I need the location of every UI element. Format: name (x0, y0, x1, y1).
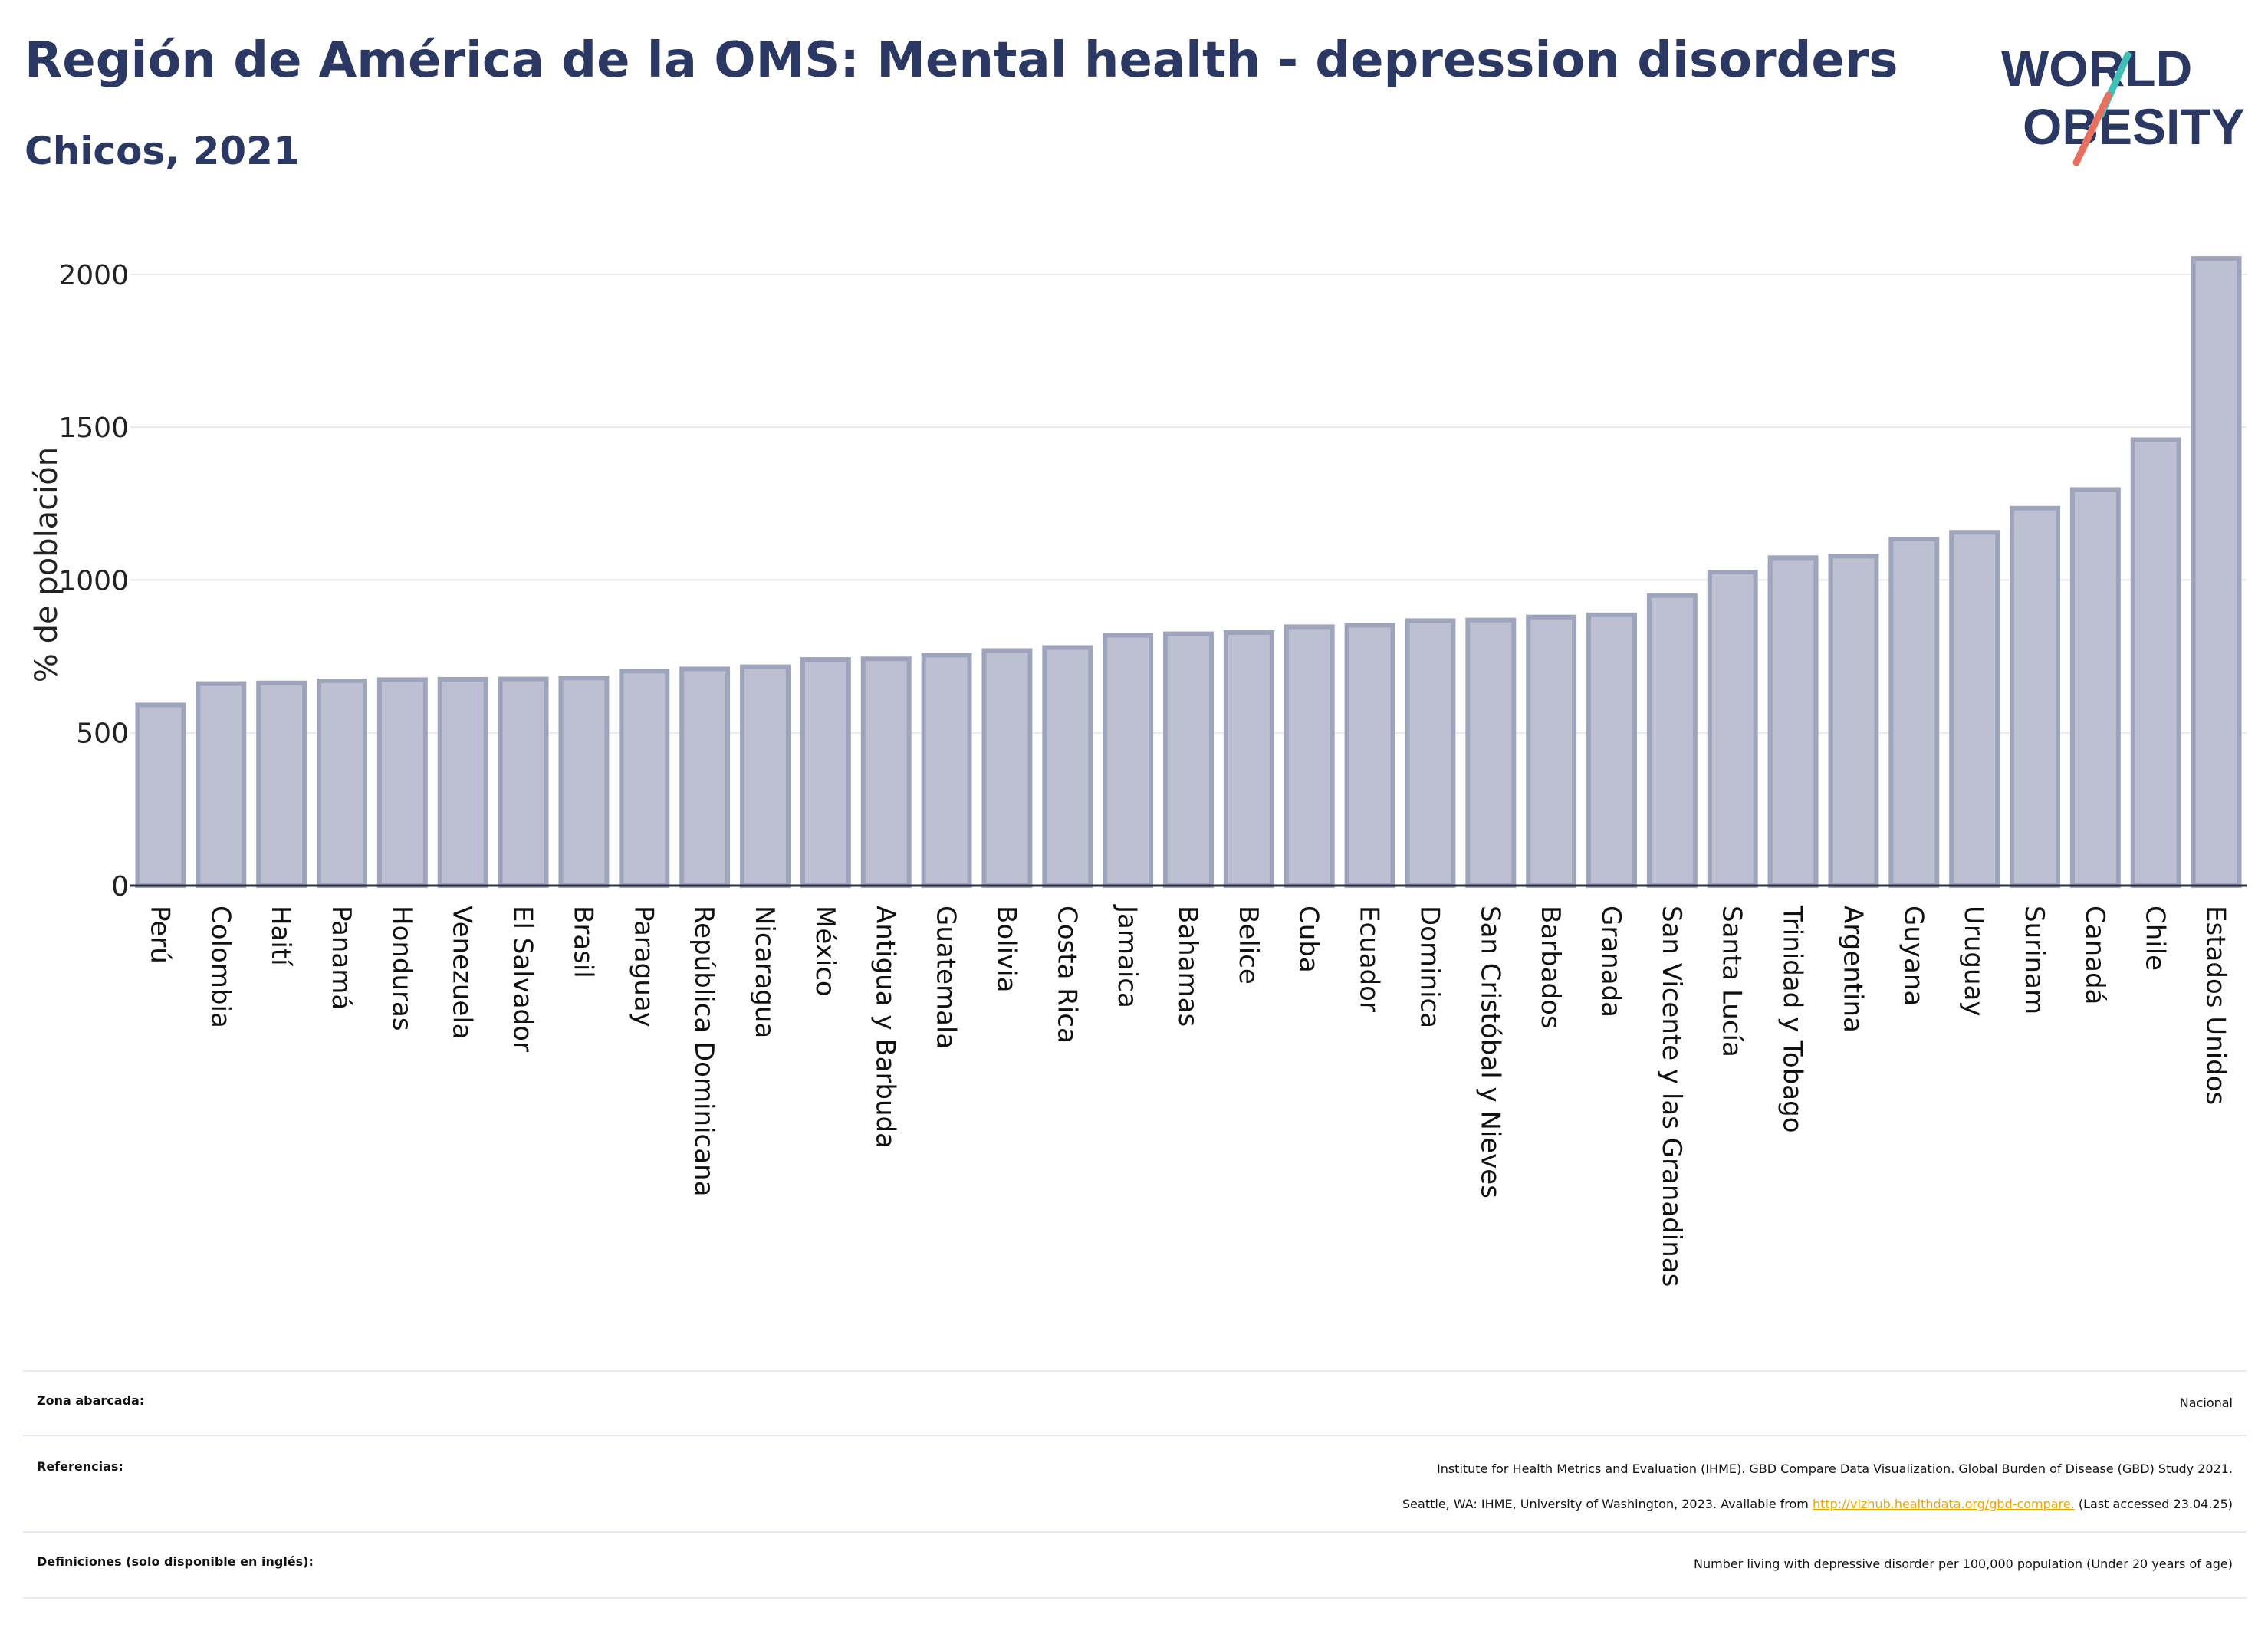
bar-chart: 0 500 1000 1500 2000 % de población Perú Colomb… (29, 256, 2247, 1287)
x-tick-label: Honduras (386, 906, 417, 1031)
y-tick-label: 1000 (58, 565, 129, 597)
bar (135, 702, 186, 888)
y-tick-label: 1500 (58, 413, 129, 444)
x-tick-label: Ecuador (1354, 906, 1385, 1012)
referencias-text-a: Seattle, WA: IHME, University of Washing… (1402, 1497, 1813, 1511)
bar (2130, 437, 2181, 888)
bar (1344, 623, 1395, 888)
bar (1586, 612, 1637, 888)
referencias-line-2: Seattle, WA: IHME, University of Washing… (1402, 1487, 2233, 1522)
bar (679, 666, 731, 888)
x-tick-label: Cuba (1293, 906, 1324, 973)
footer-row-referencias: Referencias: Institute for Health Metric… (23, 1435, 2247, 1533)
x-tick-label: México (810, 906, 840, 997)
x-tick-label: Canadá (2079, 906, 2110, 1004)
zona-label: Zona abarcada: (37, 1393, 145, 1408)
x-tick-label: Bolivia (991, 906, 1021, 992)
x-tick-label: Belice (1233, 906, 1264, 985)
bar (2010, 505, 2060, 888)
x-tick-label: Haití (265, 906, 296, 967)
x-tick-label: Colombia (205, 906, 235, 1028)
footer-row-zona: Zona abarcada: Nacional (23, 1370, 2247, 1436)
bar (1526, 614, 1577, 888)
bar (317, 678, 367, 888)
x-tick-label: Jamaica (1112, 904, 1142, 1008)
bar (981, 648, 1033, 889)
bar (196, 681, 247, 889)
x-tick-label: Guatemala (931, 906, 961, 1049)
x-tick-label: Uruguay (1958, 906, 1989, 1017)
x-tick-label: Trinidad y Tobago (1777, 905, 1808, 1133)
x-tick-label: Bahamas (1172, 906, 1203, 1027)
bar (1163, 631, 1214, 888)
chart-subtitle: Chicos, 2021 (25, 129, 300, 173)
logo-word-world: WORLD (2001, 40, 2192, 97)
x-tick-label: Panamá (326, 906, 357, 1010)
bar (740, 664, 791, 888)
x-tick-label: Brasil (567, 906, 598, 978)
bar (1767, 555, 1819, 889)
bar (2191, 256, 2242, 889)
bar (860, 656, 912, 888)
x-tick-label: Santa Lucía (1717, 906, 1747, 1057)
referencias-value: Institute for Health Metrics and Evaluat… (1402, 1452, 2233, 1522)
definiciones-label: Definiciones (solo disponible en inglés)… (37, 1554, 314, 1569)
x-tick-label: Paraguay (628, 906, 659, 1027)
x-tick-label: Antigua y Barbuda (870, 906, 901, 1149)
x-tick-label: Granada (1596, 906, 1626, 1018)
logo-word-obesity: OBESITY (2023, 98, 2245, 155)
bar (1949, 530, 2000, 888)
bar (2069, 487, 2121, 888)
y-tick-label: 2000 (58, 260, 129, 291)
x-tick-label: Dominica (1414, 906, 1445, 1028)
bar (1465, 617, 1517, 888)
x-tick-label: República Dominicana (689, 906, 719, 1196)
referencias-line-1: Institute for Health Metrics and Evaluat… (1436, 1461, 2233, 1476)
bar (1042, 645, 1093, 889)
bar (1828, 554, 1879, 889)
x-tick-label: Chile (2140, 906, 2171, 971)
bar (376, 677, 428, 888)
x-tick-label: Costa Rica (1051, 906, 1082, 1044)
x-tick-label: San Vicente y las Granadinas (1656, 906, 1687, 1287)
x-tick-label: San Cristóbal y Nieves (1474, 906, 1505, 1198)
logo-slash-coral (2072, 91, 2112, 166)
zona-value: Nacional (2179, 1396, 2233, 1410)
bar (558, 676, 610, 888)
x-tick-label: Venezuela (447, 906, 478, 1040)
bar (619, 669, 670, 889)
x-tick-label: Estados Unidos (2201, 906, 2231, 1105)
x-tick-label: Argentina (1837, 906, 1868, 1033)
footer-row-definiciones: Definiciones (solo disponible en inglés)… (23, 1531, 2247, 1599)
chart-title: Región de América de la OMS: Mental heal… (25, 32, 1898, 89)
definiciones-value: Number living with depressive disorder p… (1693, 1557, 2233, 1571)
bar (921, 653, 972, 889)
world-obesity-logo: WORLD OBESITY (2001, 40, 2245, 166)
x-tick-label: Barbados (1535, 906, 1566, 1029)
referencias-label: Referencias: (37, 1459, 123, 1474)
bar (1707, 570, 1758, 889)
x-tick-label: Perú (144, 906, 175, 964)
x-tick-label: Nicaragua (749, 906, 780, 1038)
bar (498, 676, 549, 889)
bar (1646, 593, 1698, 889)
bar (1405, 618, 1456, 889)
y-tick-label: 0 (111, 871, 129, 902)
bar (1223, 630, 1274, 888)
bar (800, 657, 851, 888)
referencias-text-b: (Last accessed 23.04.25) (2074, 1497, 2233, 1511)
bar (1888, 537, 1940, 889)
y-axis-label: % de población (29, 447, 64, 682)
x-tick-label: Guyana (1898, 906, 1928, 1006)
bar (256, 680, 307, 888)
x-tick-label: El Salvador (508, 906, 538, 1052)
gbd-compare-link[interactable]: http://vizhub.healthdata.org/gbd-compare… (1812, 1497, 2075, 1511)
x-tick-label: Surinam (2019, 906, 2049, 1014)
y-tick-label: 500 (76, 718, 129, 750)
bar (1103, 633, 1154, 888)
bar (1284, 624, 1335, 888)
bar (437, 676, 488, 888)
